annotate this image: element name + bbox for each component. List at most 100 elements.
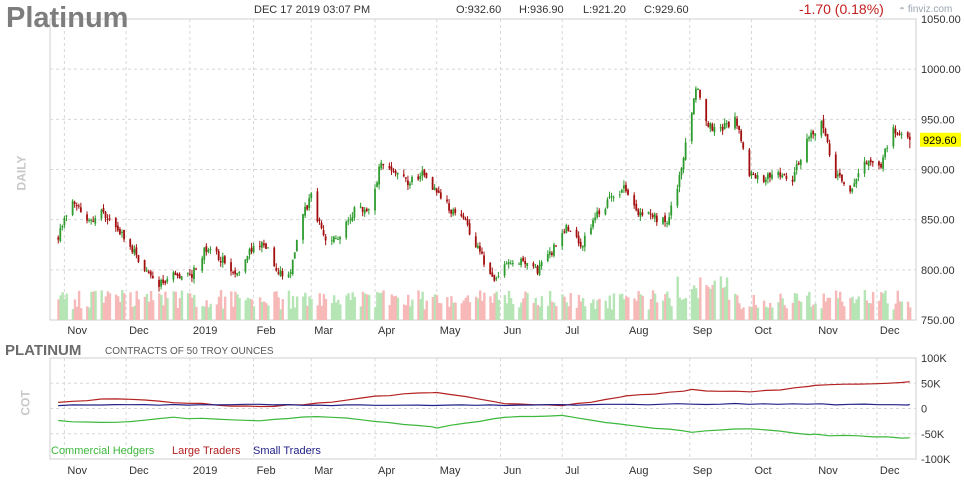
candle-body <box>896 133 899 136</box>
candle-body <box>335 238 337 240</box>
volume-bar <box>425 300 428 320</box>
candle-body <box>594 217 597 221</box>
cot-x-tick: Jun <box>503 465 521 477</box>
volume-bar <box>316 305 319 320</box>
volume-bar <box>108 293 112 320</box>
candle-body <box>361 206 364 212</box>
candle-body <box>641 212 644 216</box>
candle-body <box>857 173 860 178</box>
volume-bar <box>353 296 356 320</box>
candle-body <box>878 161 880 166</box>
volume-bar <box>116 296 120 320</box>
candle-body <box>627 189 629 195</box>
candle-body <box>503 264 506 276</box>
candle-body <box>215 247 218 252</box>
candle-body <box>633 195 636 206</box>
candle-body <box>793 171 796 182</box>
candle-body <box>446 199 448 202</box>
candle-body <box>116 225 119 231</box>
candle-body <box>411 176 413 183</box>
volume-bar <box>769 302 772 320</box>
volume-bar <box>94 290 97 320</box>
candle-body <box>697 89 699 91</box>
candle-body <box>279 270 282 276</box>
price-x-tick: 2019 <box>193 325 217 337</box>
candle-body <box>246 256 249 261</box>
volume-bar <box>797 300 801 320</box>
candle-body <box>783 173 786 176</box>
candle-body <box>707 123 710 127</box>
volume-bar <box>466 295 470 320</box>
volume-bar <box>690 289 694 320</box>
price-x-tick: Sep <box>693 325 713 337</box>
candle-body <box>577 235 580 244</box>
candle-body <box>828 143 831 156</box>
candle-body <box>548 251 551 255</box>
candle-body <box>433 187 436 191</box>
candle-body <box>799 159 802 165</box>
volume-bar <box>106 291 110 320</box>
volume-bar <box>828 297 832 320</box>
price-x-tick: Nov <box>818 325 838 337</box>
volume-bar <box>230 291 233 320</box>
candle-body <box>647 211 650 214</box>
candle-body <box>431 177 434 190</box>
candle-body <box>625 184 627 192</box>
candle-body <box>822 119 825 129</box>
cot-x-tick: Apr <box>378 465 395 477</box>
candle-body <box>178 274 181 279</box>
candle-body <box>791 179 794 182</box>
volume-bar <box>808 291 811 320</box>
volume-bar <box>777 302 780 320</box>
candle-body <box>795 163 798 171</box>
candle-body <box>483 255 485 265</box>
volume-bar <box>433 294 437 320</box>
candle-body <box>452 209 455 215</box>
candle-body <box>63 217 66 226</box>
volume-bar <box>310 299 313 320</box>
volume-bar <box>843 306 846 320</box>
volume-bar <box>799 301 803 320</box>
brand-logo[interactable]: ◓ finviz.com <box>899 4 952 15</box>
volume-bar <box>238 298 241 320</box>
candle-body <box>396 172 399 175</box>
volume-bar <box>727 299 731 320</box>
cot-series-line-commercial-hedgers <box>58 414 910 439</box>
volume-bar <box>483 292 486 320</box>
volume-bar <box>524 291 527 320</box>
candle-body <box>219 261 222 263</box>
volume-bar <box>293 307 297 320</box>
volume-bar <box>810 306 813 320</box>
volume-bar <box>411 299 414 320</box>
volume-bar <box>627 297 630 320</box>
brand-label: finviz.com <box>907 4 953 15</box>
volume-bar <box>236 294 239 320</box>
volume-bar <box>289 308 293 320</box>
candle-body <box>376 182 378 187</box>
volume-bar <box>221 308 225 320</box>
candle-body <box>841 174 843 182</box>
price-x-tick: Dec <box>129 325 149 337</box>
volume-bar <box>495 291 498 320</box>
candle-body <box>684 142 687 160</box>
candle-body <box>380 162 383 169</box>
candle-body <box>555 245 557 247</box>
candle-body <box>151 275 154 279</box>
price-y-tick: 850.00 <box>921 215 955 227</box>
volume-bar <box>295 296 299 320</box>
candle-body <box>606 199 609 208</box>
candle-body <box>808 137 810 139</box>
candle-body <box>598 210 601 215</box>
chart-title: Platinum <box>6 2 129 34</box>
candle-body <box>569 230 572 232</box>
volume-bar <box>612 293 616 320</box>
candle-body <box>273 247 276 267</box>
low-value: L:921.20 <box>583 4 626 16</box>
candle-body <box>133 249 136 254</box>
candle-body <box>662 217 664 224</box>
volume-bar <box>363 293 367 320</box>
candle-body <box>394 170 397 174</box>
volume-bar <box>396 297 400 320</box>
candle-body <box>390 166 393 171</box>
volume-bar <box>606 308 609 320</box>
